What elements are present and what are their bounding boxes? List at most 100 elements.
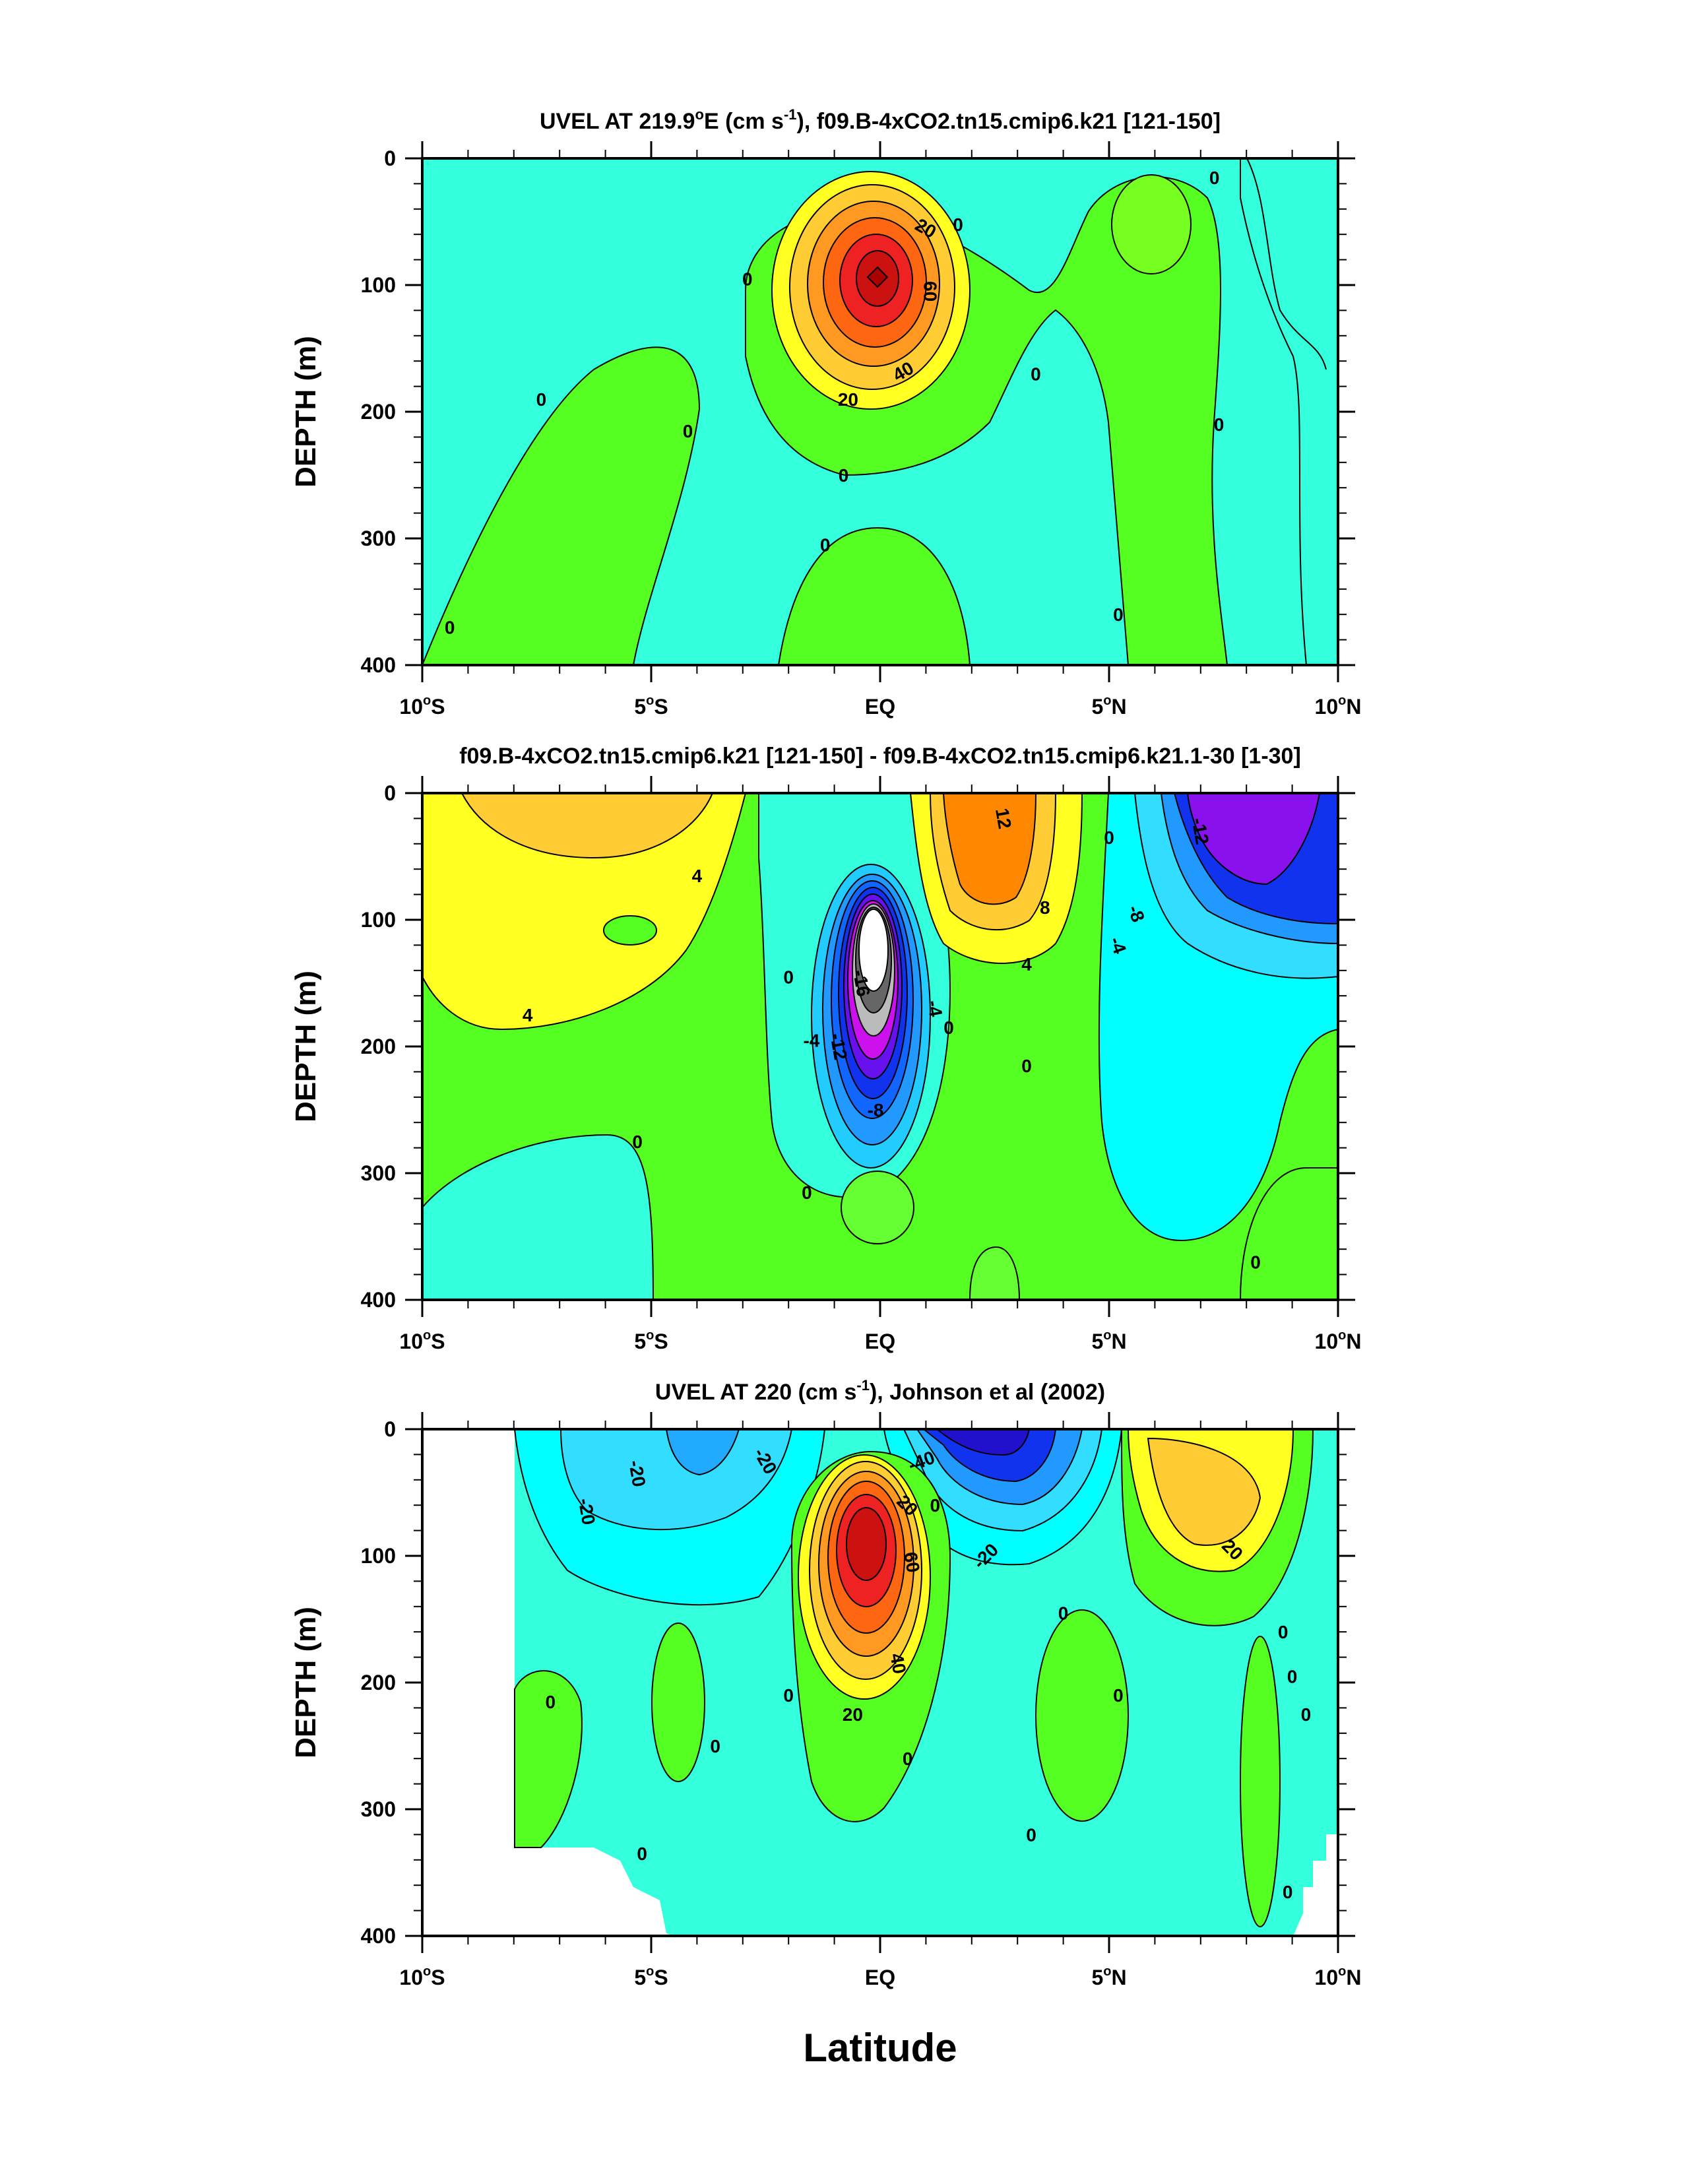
panel3-sky-south: [559, 1429, 793, 1531]
x-tick-label: 10oS: [399, 1964, 445, 1989]
panel2-ylabel: DEPTH (m): [290, 971, 322, 1122]
panel1-ylabel: DEPTH (m): [290, 336, 322, 488]
contour-label: 0: [1287, 1666, 1298, 1686]
panel1-title-sup: -1: [784, 106, 797, 123]
y-tick-label: 400: [361, 1288, 396, 1312]
panel2-green-deep: [841, 1171, 914, 1244]
contour-label: 4: [1021, 954, 1032, 975]
contour-label: 0: [903, 1749, 913, 1769]
contour-label: -20: [575, 1496, 600, 1526]
x-tick-label: 10oS: [399, 1328, 445, 1353]
panel1-title-post: ), f09.B-4xCO2.tn15.cmip6.k21 [121-150]: [797, 109, 1221, 134]
contour-label: -4: [803, 1030, 819, 1050]
contour-label: -4: [923, 999, 946, 1019]
panel2-green-blob: [603, 915, 657, 946]
y-tick-label: 0: [384, 1417, 396, 1441]
panel2-yellow-west: [422, 793, 747, 1031]
y-tick-label: 300: [361, 527, 396, 550]
panel1-east-line: [1246, 158, 1327, 370]
panel2-violet-east: [1186, 793, 1321, 885]
y-tick-label: 400: [361, 1924, 396, 1948]
panel2-green-bottom: [969, 1246, 1021, 1300]
contour-label: 0: [1250, 1252, 1261, 1272]
x-tick-label: 10oN: [1315, 1328, 1362, 1353]
y-tick-label: 100: [361, 908, 396, 932]
contour-label: 4: [692, 866, 703, 886]
contour-label: 0: [637, 1844, 647, 1864]
contour-label: 0: [1209, 168, 1220, 188]
contour-label: 0: [1104, 827, 1114, 848]
panel1-green-sw: [422, 346, 701, 665]
panel3-green-sw: [514, 1670, 583, 1848]
x-tick-label: 5oS: [634, 1964, 668, 1989]
contour-label: 0: [820, 535, 831, 556]
panel-observation-uvel: UVEL AT 220 (cm s-1), Johnson et al (200…: [290, 1377, 1361, 1989]
x-tick-label: 10oN: [1315, 693, 1362, 719]
panel1-title-pre: UVEL AT 219.9: [540, 109, 695, 134]
panel2-orange-core: [942, 793, 1037, 905]
panel3-green-tongue-1: [651, 1622, 705, 1782]
contour-label: 0: [1021, 1056, 1032, 1076]
x-tick-label: 10oN: [1315, 1964, 1362, 1989]
contour-label: 4: [523, 1005, 533, 1025]
panel3-title: UVEL AT 220 (cm s-1), Johnson et al (200…: [655, 1377, 1105, 1405]
contour-label: 0: [1278, 1622, 1289, 1642]
x-axis-label: Latitude: [803, 2026, 957, 2070]
panel3-title-pre: UVEL AT 220 (cm s: [655, 1380, 857, 1405]
panel2-neg-20: [858, 909, 889, 992]
y-tick-label: 100: [361, 1544, 396, 1568]
contour-label: 0: [953, 214, 963, 235]
y-tick-label: 200: [361, 1671, 396, 1694]
contour-label: 0: [536, 389, 547, 410]
contour-label: 0: [802, 1182, 812, 1203]
contour-label: 0: [742, 269, 753, 289]
contour-label: 60: [900, 1551, 924, 1574]
y-tick-label: 0: [384, 146, 396, 170]
panel3-title-sup: -1: [856, 1377, 870, 1394]
panel-difference: f09.B-4xCO2.tn15.cmip6.k21 [121-150] - f…: [290, 744, 1361, 1353]
contour-label: 0: [943, 1017, 954, 1038]
contour-label: 8: [1040, 897, 1050, 918]
contour-label: 0: [710, 1736, 720, 1756]
x-tick-label: EQ: [865, 1330, 895, 1353]
contour-label: -8: [868, 1100, 884, 1120]
contour-label: 20: [838, 389, 858, 410]
y-tick-label: 200: [361, 400, 396, 424]
y-tick-label: 400: [361, 653, 396, 677]
contour-label: 0: [1113, 1685, 1124, 1706]
contour-label: -16: [849, 968, 874, 998]
panel3-green-tongue-2: [1035, 1609, 1129, 1822]
contour-label: 0: [1058, 1603, 1069, 1623]
contour-label: 0: [445, 617, 455, 637]
panel1-green-deep: [777, 527, 971, 665]
y-tick-label: 200: [361, 1035, 396, 1058]
panel3-blue-south: [665, 1429, 740, 1476]
contour-label: 0: [1283, 1882, 1293, 1902]
panel3-navy-sec: [936, 1429, 1031, 1456]
x-tick-label: EQ: [865, 1966, 895, 1989]
contour-label: 0: [546, 1692, 556, 1712]
contour-label: -12: [1188, 816, 1213, 846]
contour-label: 0: [783, 1685, 794, 1706]
contour-label: 12: [992, 806, 1015, 830]
panel2-orange-west: [461, 793, 714, 859]
panel2-green-east: [1239, 1167, 1338, 1300]
x-tick-label: 5oN: [1091, 1964, 1126, 1989]
panel1-title-deg: o: [695, 106, 704, 123]
panel1-green-spot: [1111, 174, 1192, 274]
contour-label: 0: [683, 421, 693, 441]
y-tick-label: 300: [361, 1797, 396, 1821]
panel1-title-mid: E (cm s: [704, 109, 784, 134]
x-tick-label: 5oS: [634, 1328, 668, 1353]
contour-label: 0: [1026, 1824, 1036, 1845]
panel2-title: f09.B-4xCO2.tn15.cmip6.k21 [121-150] - f…: [459, 744, 1301, 769]
panel2-cyan-sw: [422, 1134, 654, 1300]
y-tick-label: 300: [361, 1161, 396, 1185]
panel1-cyan-east: [1240, 158, 1338, 665]
x-tick-label: 5oN: [1091, 693, 1126, 719]
contour-label: 0: [839, 465, 849, 486]
contour-label: 0: [783, 967, 794, 987]
